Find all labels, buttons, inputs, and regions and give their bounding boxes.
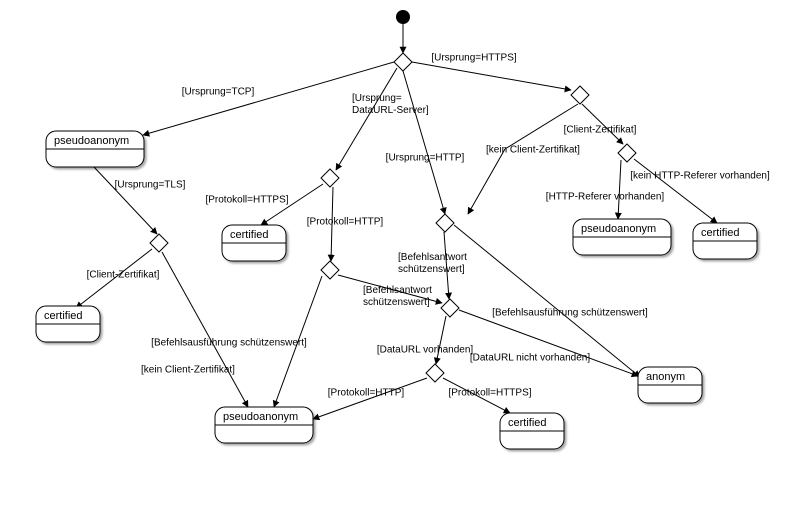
edge-4 [412,62,571,90]
state-label: anonym [646,371,685,383]
edge-label-14: [DataURL vorhanden] [377,345,474,356]
state-cert_proto: certified [500,413,564,449]
state-anonym: anonym [638,367,702,403]
edge-label-1: [Ursprung=TCP] [182,87,255,98]
edge-14 [436,316,446,364]
edge-5 [94,167,157,234]
edge-label-21: [kein HTTP-Referer vorhanden] [630,171,770,182]
edge-label-19: [kein Client-Zertifikat] [486,145,580,156]
state-pseudo1: pseudoanonym [46,131,144,167]
state-label: pseudoanonym [54,135,129,147]
edge-7 [162,252,248,407]
decision-d_https [571,86,589,104]
decision-d_tls [150,234,168,252]
edge-label-13: [Befehlsausführung schützenswert] [492,308,648,319]
edge-label-4: [Ursprung=HTTPS] [431,53,517,64]
edge-label-10: [Befehlsausführung schützenswert] [151,338,307,349]
state-cert_ref: certified [693,223,757,259]
state-pseudo2: pseudoanonym [573,219,671,255]
decision-d_origin_http [436,214,454,232]
decision-d_cc2 [618,144,636,162]
start-node [396,10,410,24]
edge-label-16: [Protokoll=HTTP] [328,388,405,399]
state-cert_data: certified [222,225,286,261]
state-pseudo3: pseudoanonym [215,407,313,443]
edge-label-7: [kein Client-Zertifikat] [141,365,235,376]
state-label: certified [701,227,740,239]
edge-20 [618,160,621,219]
edge-15 [459,310,638,376]
state-label: pseudoanonym [581,223,656,235]
decision-d_sw [441,299,459,317]
edge-label-5: [Ursprung=TLS] [115,180,186,191]
edge-label-20: [HTTP-Referer vorhanden] [546,192,665,203]
edge-label-17: [Protokoll=HTTPS] [448,388,531,399]
state-label: certified [44,310,83,322]
edge-label-6: [Client-Zertifikat] [87,270,160,281]
edge-label-9: [Protokoll=HTTP] [307,217,384,228]
edge-label-11: [Befehlsantwortschützenswert] [363,285,432,308]
state-label: certified [508,417,547,429]
decision-d_data [321,169,339,187]
edge-label-2: [Ursprung=DataURL-Server] [352,93,429,116]
edge-label-12: [Befehlsantwortschützenswert] [398,252,467,275]
state-label: certified [230,229,269,241]
edge-3 [403,71,445,214]
state-label: pseudoanonym [223,411,298,423]
edge-label-15: [DataURL nicht vorhanden] [470,353,590,364]
decision-d_dataurl [426,364,444,382]
decision-d_http [321,261,339,279]
edge-label-3: [Ursprung=HTTP] [386,153,465,164]
edge-label-18: [Client-Zertifikat] [564,125,637,136]
state-cert_tls: certified [36,306,100,342]
edge-label-8: [Protokoll=HTTPS] [205,195,288,206]
